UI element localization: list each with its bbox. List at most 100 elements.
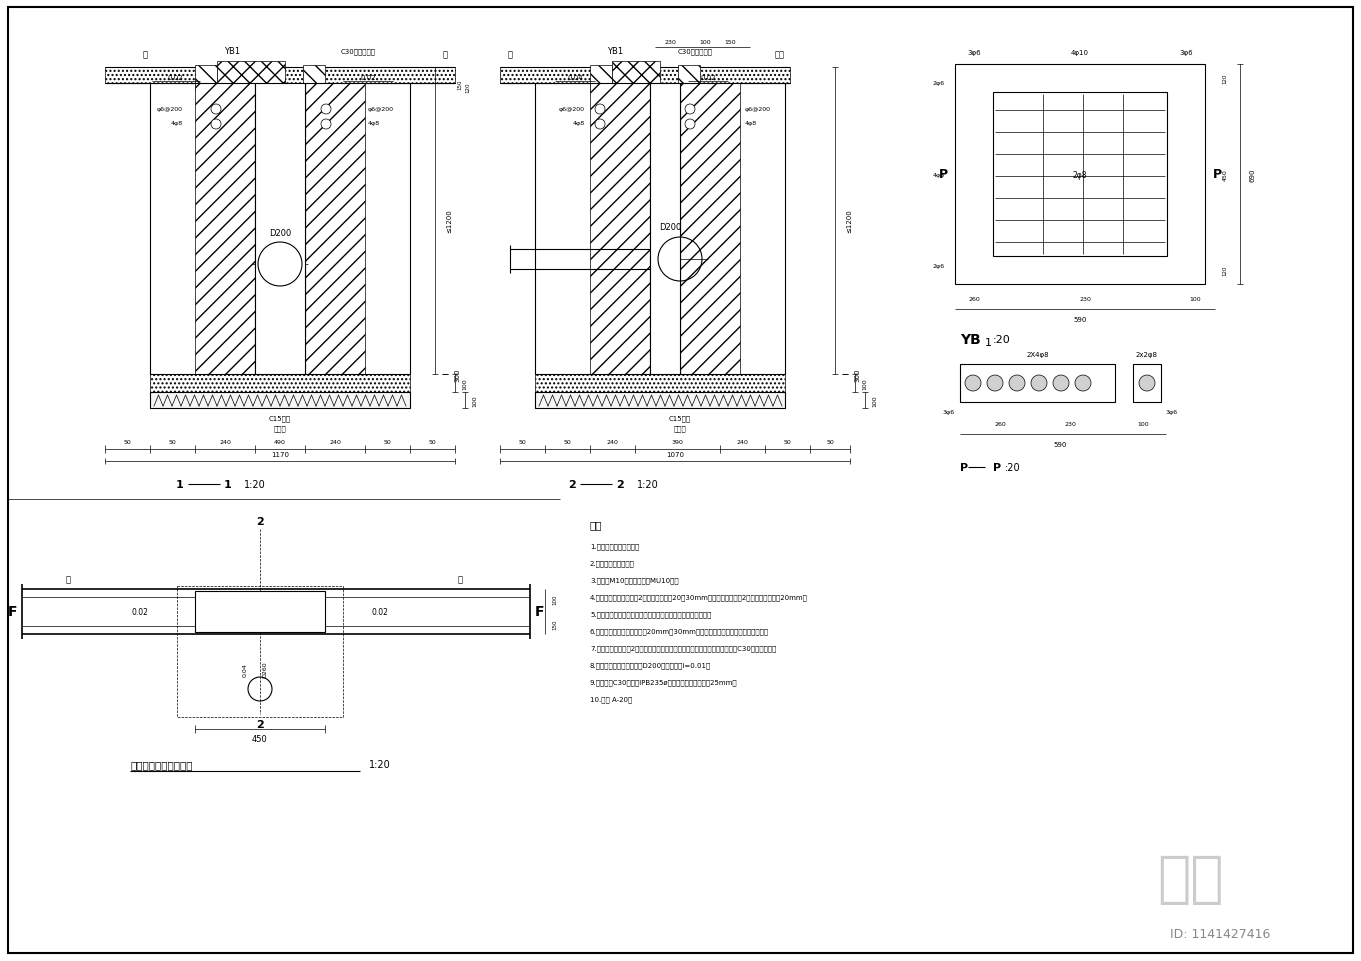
Text: 4φ8: 4φ8: [932, 172, 945, 178]
Text: 260: 260: [968, 297, 980, 302]
Text: YB1: YB1: [607, 47, 623, 57]
Text: F: F: [535, 604, 544, 619]
Text: 1: 1: [225, 480, 231, 489]
Text: 0.02: 0.02: [372, 607, 388, 616]
Text: 100: 100: [700, 39, 710, 44]
Text: 0.04: 0.04: [568, 75, 583, 81]
Text: 1:20: 1:20: [369, 759, 391, 769]
Text: 1: 1: [985, 337, 992, 348]
Text: φ6@200: φ6@200: [367, 108, 393, 112]
Text: 300: 300: [853, 368, 860, 382]
Text: D260: D260: [263, 661, 268, 678]
Bar: [255, 84, 305, 375]
Text: P: P: [960, 462, 968, 473]
Text: 桩: 桩: [457, 575, 463, 584]
Text: 120: 120: [1222, 74, 1228, 85]
Text: C30细石混凝土: C30细石混凝土: [678, 49, 713, 55]
Text: 桩: 桩: [442, 50, 448, 60]
Text: 260: 260: [994, 422, 1006, 427]
Text: 10.详图 A-20。: 10.详图 A-20。: [591, 696, 633, 702]
Text: 690: 690: [1249, 168, 1256, 182]
Bar: [535, 375, 785, 393]
Text: 5.本图雨水井口利用子张子掌管道连接雨水管道展出光电音颜。: 5.本图雨水井口利用子张子掌管道连接雨水管道展出光电音颜。: [591, 611, 712, 618]
Bar: [150, 375, 410, 393]
Bar: [612, 62, 660, 86]
Text: 450: 450: [252, 735, 268, 744]
Text: 0.02: 0.02: [700, 75, 716, 81]
Text: P: P: [939, 168, 947, 182]
Text: 桩: 桩: [65, 575, 71, 584]
Text: D200: D200: [659, 223, 680, 233]
Bar: [591, 84, 651, 375]
Text: 240: 240: [219, 440, 231, 445]
Text: 3φ6: 3φ6: [1179, 50, 1192, 56]
Bar: [960, 364, 1115, 403]
Text: 240: 240: [606, 440, 618, 445]
Text: 150: 150: [724, 39, 736, 44]
Text: φ6@200: φ6@200: [744, 108, 770, 112]
Bar: [195, 84, 255, 375]
Text: 120: 120: [1222, 265, 1228, 276]
Bar: [955, 65, 1204, 284]
Text: 4.井、梦底板供混凝土：2层水泥層，厚度20～30mm，内等外据共面＝2层水泥砂浆，厚度20mm。: 4.井、梦底板供混凝土：2层水泥層，厚度20～30mm，内等外据共面＝2层水泥砂…: [591, 594, 808, 601]
Circle shape: [211, 105, 220, 115]
Bar: [22, 589, 529, 634]
Bar: [216, 62, 284, 86]
Circle shape: [1032, 376, 1047, 391]
Text: 桩石: 桩石: [774, 50, 785, 60]
Text: 120: 120: [465, 83, 471, 93]
Text: 0.04: 0.04: [242, 662, 248, 677]
Circle shape: [1009, 376, 1025, 391]
Text: 0.02: 0.02: [167, 75, 182, 81]
Text: 桩: 桩: [508, 50, 513, 60]
Bar: [499, 68, 789, 84]
Text: ID: 1141427416: ID: 1141427416: [1170, 927, 1270, 941]
Text: 100: 100: [463, 378, 467, 389]
Text: 2φ8: 2φ8: [1072, 170, 1087, 180]
Text: 7.展层底面，层底＝2层水泥砂浆。据底与内底，平底与内底，則为卫生水井C30混凝土展层。: 7.展层底面，层底＝2层水泥砂浆。据底与内底，平底与内底，則为卫生水井C30混凝…: [591, 645, 776, 652]
Text: 150: 150: [457, 80, 463, 90]
Text: 1: 1: [176, 480, 184, 489]
Text: YB: YB: [960, 333, 981, 347]
Circle shape: [595, 105, 606, 115]
Text: YB1: YB1: [225, 47, 240, 57]
Text: 1:20: 1:20: [244, 480, 265, 489]
Bar: [150, 393, 410, 408]
Text: 1.本图尺寸单位为毫米。: 1.本图尺寸单位为毫米。: [591, 543, 640, 550]
Text: 2φ6: 2φ6: [932, 81, 945, 86]
Circle shape: [987, 376, 1003, 391]
Text: 4φ8: 4φ8: [171, 121, 182, 126]
Text: 240: 240: [736, 440, 749, 445]
Text: 230: 230: [1079, 297, 1092, 302]
Text: 0.02: 0.02: [361, 75, 376, 81]
Text: 240: 240: [329, 440, 342, 445]
Text: :20: :20: [1004, 462, 1021, 473]
Text: C15垫层: C15垫层: [670, 415, 691, 422]
Text: 3.井壁用M10水泥砂浆砌筑MU10砌。: 3.井壁用M10水泥砂浆砌筑MU10砌。: [591, 578, 679, 583]
Circle shape: [1139, 376, 1155, 391]
Circle shape: [685, 120, 695, 130]
Text: 2x2φ8: 2x2φ8: [1136, 352, 1158, 357]
Text: 230: 230: [664, 39, 676, 44]
Text: 2: 2: [568, 480, 576, 489]
Text: 说明: 说明: [591, 520, 603, 530]
Bar: [304, 66, 325, 92]
Text: F: F: [8, 604, 16, 619]
Text: 100: 100: [1190, 297, 1200, 302]
Bar: [177, 586, 343, 717]
Text: 3φ6: 3φ6: [1166, 410, 1179, 415]
Text: 2: 2: [256, 516, 264, 527]
Text: 1170: 1170: [271, 452, 289, 457]
Text: 1070: 1070: [666, 452, 685, 457]
Bar: [105, 68, 455, 84]
Circle shape: [1075, 376, 1092, 391]
Bar: [535, 393, 785, 408]
Text: 2: 2: [256, 719, 264, 729]
Text: 590: 590: [1053, 441, 1067, 448]
Text: 2φ6: 2φ6: [932, 264, 945, 269]
Circle shape: [685, 105, 695, 115]
Text: φ6@200: φ6@200: [559, 108, 585, 112]
Text: 100: 100: [863, 378, 867, 389]
Text: 50: 50: [429, 440, 436, 445]
Text: 50: 50: [783, 440, 791, 445]
